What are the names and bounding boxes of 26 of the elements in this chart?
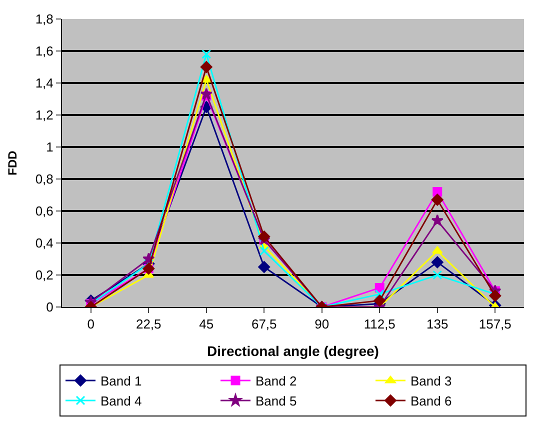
x-tick-label: 0 xyxy=(87,316,94,332)
y-tick-label: 0,4 xyxy=(35,236,54,251)
y-tick-label: 0,2 xyxy=(35,268,54,283)
x-tick-label: 112,5 xyxy=(364,316,396,332)
legend-label: Band 2 xyxy=(256,374,297,389)
y-tick-label: 0,6 xyxy=(35,204,54,219)
y-tick-label: 1,2 xyxy=(35,108,54,123)
y-tick-label: 0 xyxy=(46,300,54,315)
y-tick-label: 1 xyxy=(46,140,54,155)
x-axis-title: Directional angle (degree) xyxy=(207,342,379,359)
x-tick-label: 22,5 xyxy=(136,316,162,332)
legend-label: Band 5 xyxy=(256,394,297,409)
x-tick-label: 90 xyxy=(314,316,330,332)
x-tick-label: 67,5 xyxy=(251,316,277,332)
legend-label: Band 6 xyxy=(410,394,452,409)
legend-label: Band 4 xyxy=(100,394,142,409)
y-tick-label: 1,8 xyxy=(35,12,54,27)
legend-label: Band 3 xyxy=(410,374,452,389)
y-axis-title: FDD xyxy=(6,150,20,176)
y-tick-label: 1,6 xyxy=(35,44,54,59)
x-tick-label: 45 xyxy=(199,316,214,332)
x-tick-label: 135 xyxy=(426,316,448,332)
y-tick-label: 0,8 xyxy=(35,172,54,187)
legend-label: Band 1 xyxy=(100,374,142,389)
x-tick-label: 157,5 xyxy=(478,316,512,332)
y-tick-label: 1,4 xyxy=(35,76,54,91)
